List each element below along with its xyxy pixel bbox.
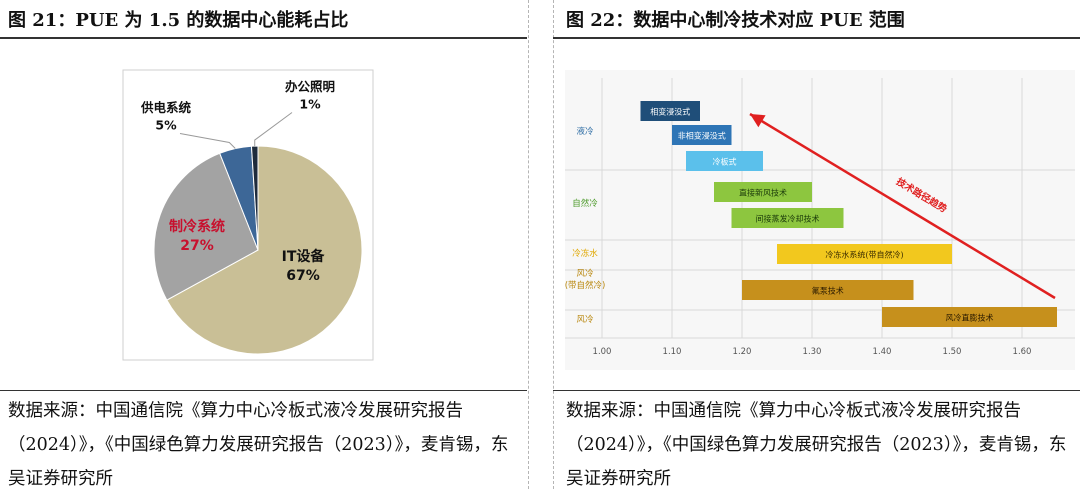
range-bar-label-7: 风冷直膨技术 [946, 313, 994, 323]
pie-label-0: IT设备 [282, 248, 326, 265]
range-bar-label-0: 相变浸没式 [650, 107, 690, 117]
pie-leader-line-2 [179, 133, 236, 149]
trend-arrow-head [750, 114, 766, 128]
x-tick-label-5: 1.50 [943, 347, 962, 357]
x-tick-label-6: 1.60 [1013, 347, 1032, 357]
range-bar-label-4: 间接蒸发冷却技术 [756, 214, 820, 224]
range-bar-label-3: 直接新风技术 [739, 188, 787, 198]
category-label-1: 自然冷 [572, 198, 598, 209]
category-label-3: 风冷(带自然冷) [565, 268, 605, 291]
source-rule-left [0, 390, 527, 391]
source-note-left: 数据来源：中国通信院《算力中心冷板式液冷发展研究报告（2024）》，《中国绿色算… [8, 401, 509, 489]
category-label-4: 风冷 [576, 314, 594, 325]
pie-leader-line-3 [254, 112, 293, 147]
pie-value-2: 5% [155, 118, 177, 133]
pie-slice-0 [166, 145, 363, 355]
source-rule-right [553, 390, 1080, 391]
range-bar-2 [686, 151, 763, 171]
figure-title-left: 图 21：PUE 为 1.5 的数据中心能耗占比 [8, 10, 349, 31]
pie-label-2: 供电系统 [140, 100, 192, 115]
x-tick-label-1: 1.10 [663, 347, 682, 357]
x-tick-label-0: 1.00 [593, 347, 612, 357]
range-bar-4 [731, 208, 844, 228]
x-tick-label-4: 1.40 [873, 347, 892, 357]
range-bar-6 [742, 280, 914, 300]
range-bar-label-2: 冷板式 [713, 157, 737, 167]
pie-label-3: 办公照明 [285, 79, 335, 94]
x-tick-label-3: 1.30 [803, 347, 822, 357]
figure-title-right: 图 22：数据中心制冷技术对应 PUE 范围 [566, 10, 905, 31]
trend-arrow-line [749, 112, 1056, 300]
category-label-0: 液冷 [576, 126, 594, 137]
pie-value-0: 67% [286, 268, 320, 284]
pie-value-1: 27% [180, 238, 214, 254]
pie-value-3: 1% [299, 97, 321, 112]
range-bar-0 [640, 101, 700, 121]
x-tick-label-2: 1.20 [733, 347, 752, 357]
range-bar-5 [777, 244, 952, 264]
range-bar-3 [714, 182, 812, 202]
range-bar-label-6: 氟泵技术 [812, 286, 844, 296]
range-bar-label-5: 冷冻水系统(带自然冷) [825, 250, 903, 260]
range-bar-7 [882, 307, 1057, 327]
source-note-right: 数据来源：中国通信院《算力中心冷板式液冷发展研究报告（2024）》，《中国绿色算… [566, 401, 1067, 489]
title-rule-left [0, 37, 527, 39]
pie-chart: IT设备 67% 制冷系统 27% 供电系统 5% 办公照明 1% [122, 69, 374, 361]
range-bar-1 [672, 125, 732, 145]
category-label-2: 冷冻水 [572, 248, 598, 259]
title-rule-right [553, 37, 1080, 39]
pie-label-1: 制冷系统 [169, 218, 225, 235]
range-bar-label-1: 非相变浸没式 [678, 131, 726, 141]
pie-slice-1 [153, 152, 259, 301]
column-divider-right [553, 0, 554, 489]
column-divider-left [528, 0, 529, 489]
